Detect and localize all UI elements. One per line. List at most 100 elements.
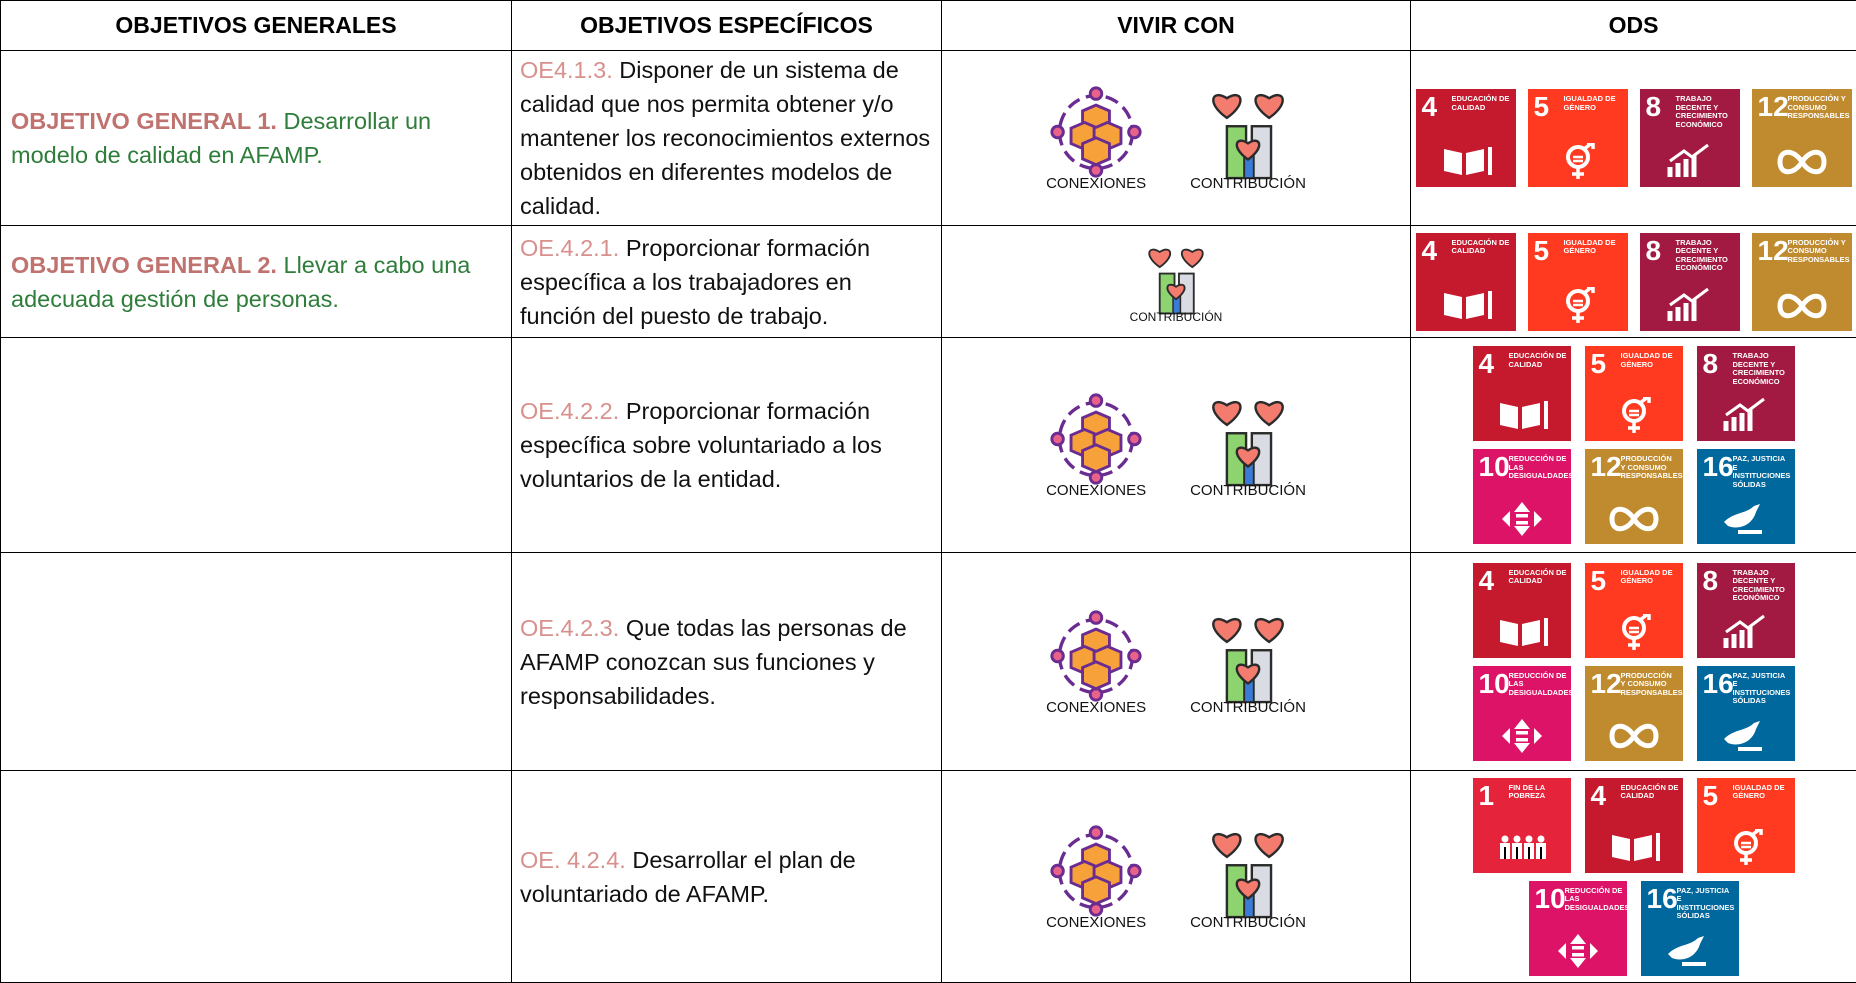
ods-number: 10 xyxy=(1535,883,1566,915)
ods-label: EDUCACIÓN DE CALIDAD xyxy=(1509,569,1567,586)
ods-icon xyxy=(1552,143,1604,179)
ods-label: REDUCCIÓN DE LAS DESIGUALDADES xyxy=(1509,672,1567,698)
ods-icon-part xyxy=(1516,731,1528,735)
table-row: OBJETIVO GENERAL 1. Desarrollar un model… xyxy=(1,51,1856,226)
conexiones-icon-part xyxy=(1090,395,1102,407)
ods-number: 8 xyxy=(1703,348,1719,380)
conexiones-icon xyxy=(1048,391,1144,487)
ods-number: 5 xyxy=(1591,348,1607,380)
vivir-con-cell: CONTRIBUCIÓN xyxy=(942,226,1411,338)
ods-icon-part xyxy=(1612,726,1656,746)
vivir-con-group: CONEXIONES CONTRIBUCIÓN xyxy=(942,823,1410,931)
conexiones-icon-part xyxy=(1090,88,1102,100)
contribucion-icon-part xyxy=(1256,95,1283,118)
ods-number: 8 xyxy=(1646,235,1662,267)
vivir-con-item: CONTRIBUCIÓN xyxy=(1190,84,1306,192)
ods-label: EDUCACIÓN DE CALIDAD xyxy=(1452,95,1512,112)
conexiones-icon-part xyxy=(1052,865,1064,877)
contribucion-icon xyxy=(1200,391,1296,487)
specific-objective-code: OE.4.2.3. xyxy=(520,615,619,641)
header-cell: ODS xyxy=(1411,1,1856,51)
ods-label: TRABAJO DECENTE Y CRECIMIENTO ECONÓMICO xyxy=(1733,569,1791,603)
ods-icon-part xyxy=(1726,399,1764,415)
contribucion-icon-part xyxy=(1256,619,1283,642)
conexiones-icon-part xyxy=(1083,876,1110,903)
general-objective-label: OBJETIVO GENERAL 2. xyxy=(11,252,277,278)
ods-number: 4 xyxy=(1422,91,1438,123)
ods-icon-part xyxy=(1656,833,1660,861)
conexiones-icon-part xyxy=(1090,611,1102,623)
specific-objective-code: OE4.1.3. xyxy=(520,57,613,83)
ods-icon-part xyxy=(1558,934,1598,968)
specific-objective-cell: OE. 4.2.4. Desarrollar el plan de volunt… xyxy=(512,771,942,983)
table-row: OE.4.2.3. Que todas las personas de AFAM… xyxy=(1,553,1856,771)
ods-number: 10 xyxy=(1479,451,1510,483)
ods-icon-part xyxy=(1629,411,1639,415)
ods-icon-part xyxy=(1500,403,1540,429)
ods-icon-part xyxy=(1444,149,1484,175)
ods-icon xyxy=(1440,143,1492,179)
ods-number: 12 xyxy=(1758,91,1789,123)
specific-objective-code: OE. 4.2.4. xyxy=(520,847,626,873)
ods-label: PRODUCCIÓN Y CONSUMO RESPONSABLES xyxy=(1788,95,1848,121)
contribucion-icon xyxy=(1200,608,1296,704)
ods-icon-part xyxy=(1525,835,1532,842)
contribucion-icon-part xyxy=(1182,249,1203,267)
vivir-con-group: CONEXIONES CONTRIBUCIÓN xyxy=(942,608,1410,716)
ods-tile: 8 TRABAJO DECENTE Y CRECIMIENTO ECONÓMICO xyxy=(1640,89,1740,187)
ods-icon-part xyxy=(1670,145,1708,161)
ods-label: IGUALDAD DE GÉNERO xyxy=(1621,352,1679,369)
ods-icon xyxy=(1664,143,1716,179)
specific-objective-cell: OE.4.2.2. Proporcionar formación específ… xyxy=(512,338,942,553)
conexiones-icon-part xyxy=(1090,826,1102,838)
ods-label: IGUALDAD DE GÉNERO xyxy=(1733,784,1791,801)
ods-label: TRABAJO DECENTE Y CRECIMIENTO ECONÓMICO xyxy=(1676,95,1736,129)
ods-icon xyxy=(1720,500,1772,536)
contribucion-icon xyxy=(1200,84,1296,180)
general-objective-label: OBJETIVO GENERAL 1. xyxy=(11,108,277,134)
ods-icon xyxy=(1664,287,1716,323)
ods-icon xyxy=(1608,829,1660,865)
vivir-con-item: CONEXIONES xyxy=(1046,391,1146,499)
ods-number: 5 xyxy=(1534,91,1550,123)
specific-objective-cell: OE4.1.3. Disponer de un sistema de calid… xyxy=(512,51,942,226)
ods-icon-part xyxy=(1738,747,1762,751)
vivir-con-label: CONEXIONES xyxy=(1046,915,1146,931)
conexiones-icon-part xyxy=(1083,138,1110,165)
ods-icon-part xyxy=(1502,502,1542,536)
vivir-con-item: CONTRIBUCIÓN xyxy=(1190,608,1306,716)
ods-label: PAZ, JUSTICIA E INSTITUCIONES SÓLIDAS xyxy=(1733,672,1791,706)
ods-icon-part xyxy=(1572,953,1584,957)
ods-label: PAZ, JUSTICIA E INSTITUCIONES SÓLIDAS xyxy=(1733,455,1791,489)
ods-icon xyxy=(1720,397,1772,433)
general-objective-cell xyxy=(1,771,512,983)
table-row: OE.4.2.2. Proporcionar formación específ… xyxy=(1,338,1856,553)
ods-icon xyxy=(1440,287,1492,323)
ods-number: 8 xyxy=(1646,91,1662,123)
vivir-con-label: CONEXIONES xyxy=(1046,176,1146,192)
ods-number: 4 xyxy=(1591,780,1607,812)
vivir-con-label: CONTRIBUCIÓN xyxy=(1190,176,1306,192)
ods-icon xyxy=(1608,717,1660,753)
ods-icon-part xyxy=(1573,157,1583,161)
ods-icon xyxy=(1720,614,1772,650)
general-objective-cell: OBJETIVO GENERAL 2. Llevar a cabo una ad… xyxy=(1,226,512,338)
ods-number: 5 xyxy=(1534,235,1550,267)
contribucion-icon-part xyxy=(1213,95,1240,118)
ods-number: 12 xyxy=(1591,451,1622,483)
table-row: OBJETIVO GENERAL 2. Llevar a cabo una ad… xyxy=(1,226,1856,338)
